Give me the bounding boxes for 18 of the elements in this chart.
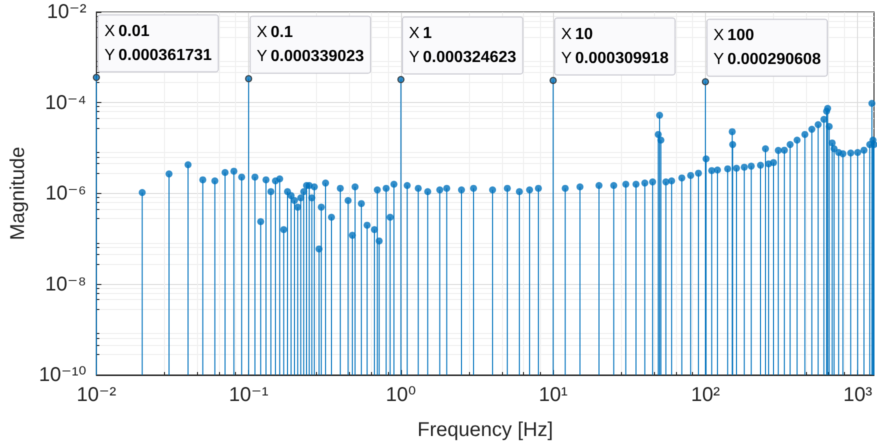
x-tick-label: 10¹ xyxy=(538,384,568,406)
y-tick-label: 10⁻⁸ xyxy=(45,273,86,296)
annotation: X 1 Y 0.000324623 xyxy=(408,25,516,66)
x-axis-title: Frequency [Hz] xyxy=(417,419,553,441)
annotation: X 10 Y 0.000309918 xyxy=(561,26,669,67)
x-tick-label: 10³ xyxy=(843,384,872,406)
y-tick-label: 10⁻¹⁰ xyxy=(38,364,86,386)
annotation: X 0.1 Y 0.000339023 xyxy=(256,24,364,66)
annotation: X 100 Y 0.000290608 xyxy=(713,27,821,68)
y-tick-label: 10⁻² xyxy=(46,1,87,23)
annotation: X 0.01 Y 0.000361731 xyxy=(104,22,212,64)
y-tick-label: 10⁻⁴ xyxy=(44,92,86,114)
x-tick-label: 10⁰ xyxy=(386,384,416,406)
y-axis-title: Magnitude xyxy=(7,146,29,240)
x-tick-label: 10² xyxy=(690,384,720,406)
y-tick-label: 10⁻⁶ xyxy=(45,182,86,204)
x-tick-label: 10⁻¹ xyxy=(228,384,269,406)
x-tick-label: 10⁻² xyxy=(76,384,116,406)
